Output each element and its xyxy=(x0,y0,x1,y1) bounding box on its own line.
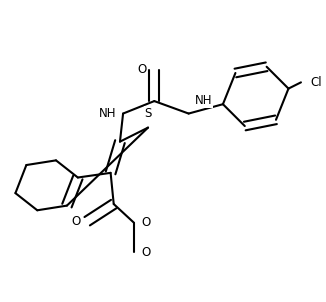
Text: S: S xyxy=(144,107,152,120)
Text: NH: NH xyxy=(99,107,117,120)
Text: NH: NH xyxy=(195,94,212,107)
Text: O: O xyxy=(137,63,146,76)
Text: Cl: Cl xyxy=(310,76,322,89)
Text: O: O xyxy=(142,246,151,259)
Text: O: O xyxy=(142,216,151,229)
Text: O: O xyxy=(72,215,81,228)
